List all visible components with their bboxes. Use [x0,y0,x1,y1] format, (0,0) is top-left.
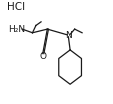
Text: O: O [39,52,46,61]
Text: H₂N: H₂N [8,25,25,34]
Text: N: N [64,31,71,40]
Text: HCl: HCl [7,2,25,12]
